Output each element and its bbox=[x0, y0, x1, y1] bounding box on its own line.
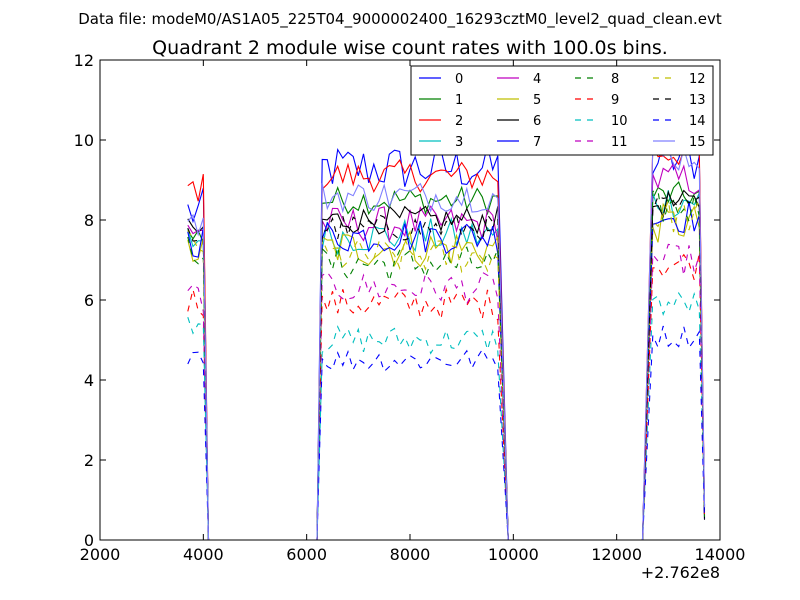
legend-label-11: 11 bbox=[611, 135, 628, 150]
series-line-3 bbox=[187, 190, 706, 540]
series-line-11 bbox=[187, 243, 706, 540]
series-line-10 bbox=[187, 291, 706, 540]
y-tick-label: 0 bbox=[84, 531, 94, 550]
x-tick-label: 4000 bbox=[183, 545, 224, 564]
series-layer bbox=[187, 135, 706, 540]
legend-label-1: 1 bbox=[455, 93, 463, 108]
y-tick-label: 8 bbox=[84, 211, 94, 230]
x-tick-label: 14000 bbox=[695, 545, 746, 564]
x-tick-label: 2000 bbox=[80, 545, 121, 564]
series-line-6 bbox=[187, 189, 706, 540]
series-line-9 bbox=[187, 252, 706, 540]
y-tick-label: 12 bbox=[74, 51, 94, 70]
chart-title: Quadrant 2 module wise count rates with … bbox=[152, 37, 668, 59]
series-line-13 bbox=[187, 195, 706, 540]
legend-label-3: 3 bbox=[455, 135, 463, 150]
series-line-15 bbox=[187, 143, 706, 540]
legend-label-13: 13 bbox=[689, 93, 706, 108]
x-tick-label: 6000 bbox=[286, 545, 327, 564]
series-line-7 bbox=[187, 201, 706, 540]
x-tick-label: 12000 bbox=[591, 545, 642, 564]
legend-label-8: 8 bbox=[611, 72, 619, 87]
series-line-0 bbox=[187, 141, 706, 540]
series-line-4 bbox=[187, 162, 706, 540]
chart-suptitle: Data file: modeM0/AS1A05_225T04_90000024… bbox=[78, 10, 722, 29]
legend-label-0: 0 bbox=[455, 72, 463, 87]
x-tick-label: 8000 bbox=[390, 545, 431, 564]
x-axis-offset-label: +2.762e8 bbox=[641, 563, 720, 582]
series-line-12 bbox=[187, 198, 706, 540]
y-tick-label: 10 bbox=[74, 131, 94, 150]
series-line-8 bbox=[187, 190, 706, 540]
legend-label-10: 10 bbox=[611, 114, 628, 129]
legend-label-9: 9 bbox=[611, 93, 619, 108]
legend-box bbox=[410, 65, 714, 156]
legend-label-12: 12 bbox=[689, 72, 706, 87]
legend-label-6: 6 bbox=[533, 114, 541, 129]
legend-label-4: 4 bbox=[533, 72, 541, 87]
series-line-1 bbox=[187, 181, 706, 540]
legend-label-7: 7 bbox=[533, 135, 541, 150]
legend-label-15: 15 bbox=[689, 135, 706, 150]
legend-label-5: 5 bbox=[533, 93, 541, 108]
series-line-14 bbox=[187, 325, 706, 540]
series-line-5 bbox=[187, 202, 706, 540]
legend-label-14: 14 bbox=[689, 114, 706, 129]
y-tick-label: 4 bbox=[84, 371, 94, 390]
y-tick-label: 6 bbox=[84, 291, 94, 310]
legend-label-2: 2 bbox=[455, 114, 463, 129]
series-line-2 bbox=[187, 135, 706, 540]
y-tick-label: 2 bbox=[84, 451, 94, 470]
x-tick-label: 10000 bbox=[488, 545, 539, 564]
